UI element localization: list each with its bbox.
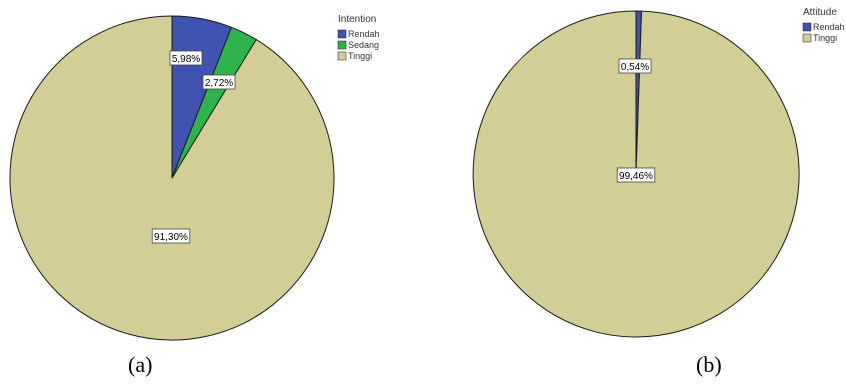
slice-label-rendah: 5,98% [169, 50, 203, 66]
slice-value-label: 5,98% [172, 54, 200, 65]
slice-label-box [616, 167, 656, 183]
slice-label-box [618, 58, 652, 74]
slice-value-label: 91,30% [154, 232, 188, 243]
legend-label-rendah: Rendah [348, 29, 380, 39]
caption-a: (a) [128, 352, 153, 377]
legend-label-tinggi: Tinggi [348, 51, 372, 61]
caption-b: (b) [696, 352, 722, 377]
slice-label-box [169, 50, 203, 66]
legend-label-sedang: Sedang [348, 40, 379, 50]
legend-swatch-rendah [802, 22, 812, 32]
legend-label-rendah: Rendah [813, 22, 845, 32]
slice-value-label: 0,54% [621, 62, 649, 73]
slice-label-box [202, 74, 236, 90]
figure-canvas: 5,98%2,72%91,30%IntentionRendahSedangTin… [9, 7, 845, 341]
legend-title: Attitude [803, 7, 837, 18]
legend-swatch-tinggi [337, 51, 347, 61]
slice-label-rendah: 0,54% [618, 58, 652, 74]
slice-label-sedang: 2,72% [202, 74, 236, 90]
slice-value-label: 99,46% [619, 171, 653, 182]
slice-label-box [151, 228, 191, 244]
pie-slice-tinggi [9, 15, 335, 341]
legend-title: Intention [338, 14, 376, 25]
slice-value-label: 2,72% [205, 78, 233, 89]
legend-label-tinggi: Tinggi [813, 33, 837, 43]
legend-swatch-tinggi [802, 33, 812, 43]
pie-chart-intention: 5,98% 2,72% 91,30% Intention RendahSedangTin… [9, 14, 380, 341]
slice-label-tinggi: 99,46% [616, 167, 656, 183]
slice-label-tinggi: 91,30% [151, 228, 191, 244]
legend-swatch-rendah [337, 29, 347, 39]
legend-swatch-sedang [337, 40, 347, 50]
